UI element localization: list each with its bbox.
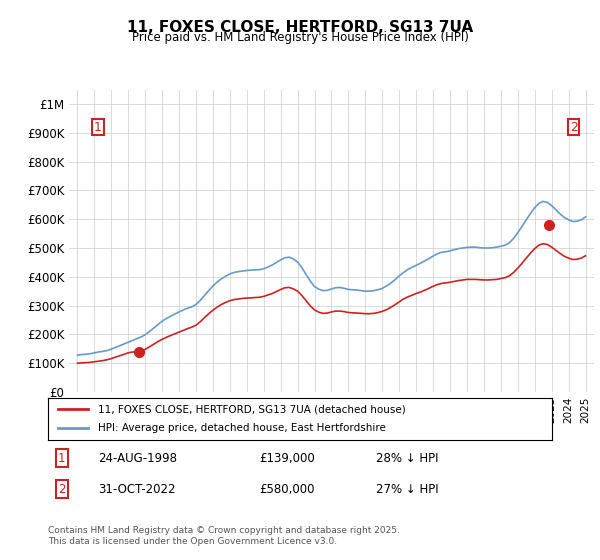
Text: 11, FOXES CLOSE, HERTFORD, SG13 7UA: 11, FOXES CLOSE, HERTFORD, SG13 7UA: [127, 20, 473, 35]
Text: Contains HM Land Registry data © Crown copyright and database right 2025.
This d: Contains HM Land Registry data © Crown c…: [48, 526, 400, 546]
Text: £139,000: £139,000: [260, 451, 316, 465]
Text: 31-OCT-2022: 31-OCT-2022: [98, 483, 176, 496]
Text: Price paid vs. HM Land Registry's House Price Index (HPI): Price paid vs. HM Land Registry's House …: [131, 31, 469, 44]
Text: 28% ↓ HPI: 28% ↓ HPI: [376, 451, 438, 465]
Text: 27% ↓ HPI: 27% ↓ HPI: [376, 483, 438, 496]
Text: HPI: Average price, detached house, East Hertfordshire: HPI: Average price, detached house, East…: [98, 423, 386, 433]
Text: £580,000: £580,000: [260, 483, 315, 496]
Text: 1: 1: [58, 451, 65, 465]
Text: 24-AUG-1998: 24-AUG-1998: [98, 451, 178, 465]
Text: 2: 2: [570, 120, 578, 133]
Text: 1: 1: [94, 120, 102, 133]
Text: 2: 2: [58, 483, 65, 496]
Text: 11, FOXES CLOSE, HERTFORD, SG13 7UA (detached house): 11, FOXES CLOSE, HERTFORD, SG13 7UA (det…: [98, 404, 406, 414]
